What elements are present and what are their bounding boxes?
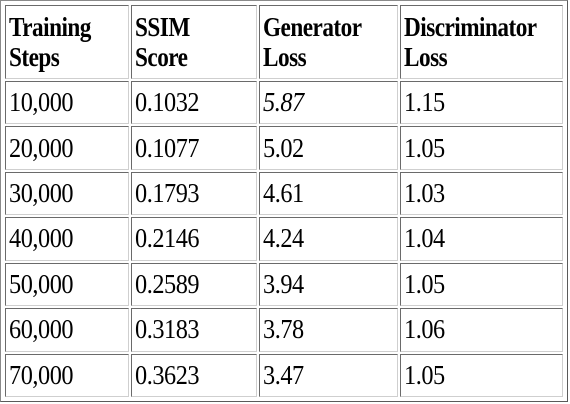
header-label: Discriminator Loss	[404, 12, 537, 72]
cell-generator-loss: 4.24	[258, 217, 399, 261]
cell-discriminator-loss: 1.03	[400, 171, 563, 216]
cell-discriminator-loss: 1.05	[400, 126, 563, 170]
table-row: 30,000 0.1793 4.61 1.03	[5, 171, 563, 216]
cell-steps: 60,000	[5, 308, 130, 352]
cell-ssim: 0.2146	[131, 217, 257, 261]
cell-ssim: 0.3183	[131, 308, 257, 352]
table-row: 20,000 0.1077 5.02 1.05	[5, 126, 563, 170]
cell-generator-loss: 5.87	[258, 81, 399, 125]
results-table: Training Steps SSIM Score Generator Loss Di…	[3, 3, 565, 399]
cell-ssim: 0.2589	[131, 262, 257, 307]
cell-generator-loss: 3.78	[258, 308, 399, 352]
cell-ssim: 0.1077	[131, 126, 257, 170]
cell-ssim: 0.3623	[131, 353, 257, 397]
cell-discriminator-loss: 1.15	[400, 81, 563, 125]
header-ssim-score: SSIM Score	[131, 5, 257, 79]
header-label: Generator Loss	[262, 12, 362, 72]
cell-steps: 70,000	[5, 353, 130, 397]
cell-ssim: 0.1793	[131, 171, 257, 216]
cell-steps: 50,000	[5, 262, 130, 307]
cell-generator-loss: 3.94	[258, 262, 399, 307]
table-row: 40,000 0.2146 4.24 1.04	[5, 217, 563, 261]
cell-discriminator-loss: 1.04	[400, 217, 563, 261]
table-row: 70,000 0.3623 3.47 1.05	[5, 353, 563, 397]
header-label: Training Steps	[9, 12, 91, 72]
cell-discriminator-loss: 1.05	[400, 262, 563, 307]
cell-steps: 10,000	[5, 81, 130, 125]
header-row: Training Steps SSIM Score Generator Loss Di…	[5, 5, 563, 79]
header-training-steps: Training Steps	[5, 5, 130, 79]
cell-generator-loss: 4.61	[258, 171, 399, 216]
cell-discriminator-loss: 1.05	[400, 353, 563, 397]
cell-generator-loss: 5.02	[258, 126, 399, 170]
table-row: 10,000 0.1032 5.87 1.15	[5, 81, 563, 125]
table-row: 60,000 0.3183 3.78 1.06	[5, 308, 563, 352]
cell-generator-loss: 3.47	[258, 353, 399, 397]
cell-steps: 40,000	[5, 217, 130, 261]
cell-ssim: 0.1032	[131, 81, 257, 125]
header-generator-loss: Generator Loss	[258, 5, 399, 79]
header-label: SSIM Score	[135, 12, 191, 72]
header-discriminator-loss: Discriminator Loss	[400, 5, 563, 79]
cell-steps: 30,000	[5, 171, 130, 216]
cell-steps: 20,000	[5, 126, 130, 170]
table-row: 50,000 0.2589 3.94 1.05	[5, 262, 563, 307]
cell-discriminator-loss: 1.06	[400, 308, 563, 352]
